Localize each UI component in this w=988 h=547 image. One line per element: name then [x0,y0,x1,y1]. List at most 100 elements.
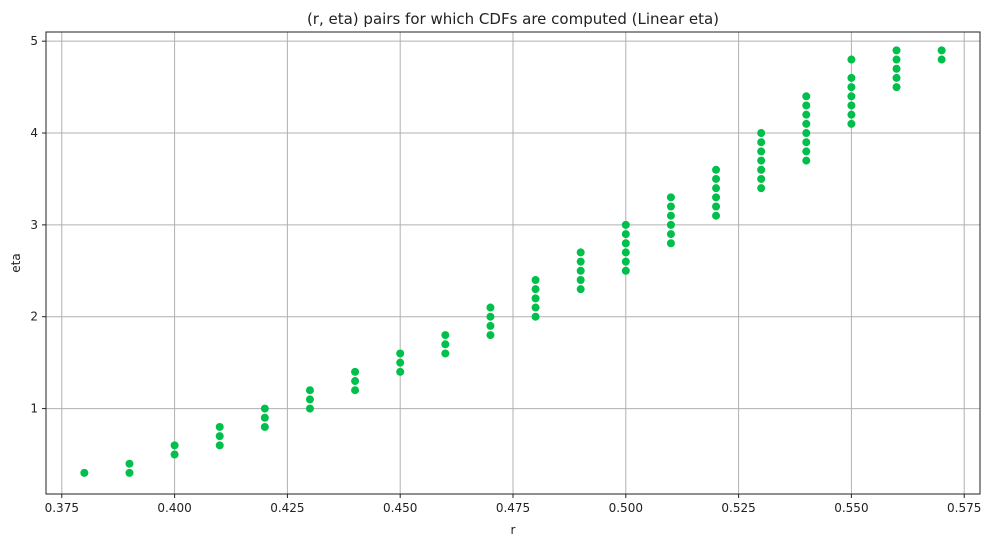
data-point [305,386,314,395]
x-tick-label: 0.400 [157,501,191,515]
data-point [396,358,405,367]
data-point [847,110,856,119]
data-point [892,73,901,82]
y-tick-label: 3 [30,218,38,232]
data-point [621,257,630,266]
data-point [125,459,134,468]
data-point [576,248,585,257]
data-point [757,156,766,165]
data-point [621,239,630,248]
y-tick-label: 5 [30,34,38,48]
data-point [260,404,269,413]
data-point [396,349,405,358]
data-point [576,285,585,294]
data-point [396,367,405,376]
data-point [531,294,540,303]
data-point [666,220,675,229]
data-point [125,468,134,477]
data-point [937,46,946,55]
data-point [712,211,721,220]
data-point [802,110,811,119]
data-point [937,55,946,64]
data-point [892,46,901,55]
data-point [757,129,766,138]
data-point [531,285,540,294]
data-point [576,266,585,275]
x-tick-label: 0.475 [496,501,530,515]
y-tick-label: 1 [30,402,38,416]
data-point [260,422,269,431]
data-point [305,404,314,413]
data-point [621,248,630,257]
data-point [712,165,721,174]
data-point [170,441,179,450]
data-point [531,312,540,321]
data-point [892,64,901,73]
x-tick-label: 0.450 [383,501,417,515]
data-point [621,220,630,229]
data-point [802,92,811,101]
data-point [80,468,89,477]
x-tick-label: 0.425 [270,501,304,515]
data-point [802,156,811,165]
data-point [712,193,721,202]
x-tick-label: 0.525 [721,501,755,515]
data-point [802,119,811,128]
data-point [847,55,856,64]
data-point [170,450,179,459]
grid-lines [46,32,980,494]
data-points [80,46,946,477]
x-axis: 0.375 0.400 0.425 0.450 0.475 0.500 0.525 0.550… [45,494,981,515]
x-tick-label: 0.375 [45,501,79,515]
data-point [757,165,766,174]
data-point [712,174,721,183]
data-point [847,83,856,92]
data-point [531,303,540,312]
data-point [351,367,360,376]
data-point [847,73,856,82]
data-point [757,174,766,183]
data-point [441,349,450,358]
data-point [802,101,811,110]
data-point [441,340,450,349]
y-tick-label: 2 [30,310,38,324]
data-point [712,184,721,193]
data-point [712,202,721,211]
data-point [892,83,901,92]
data-point [802,129,811,138]
data-point [666,239,675,248]
data-point [757,138,766,147]
data-point [351,377,360,386]
data-point [531,275,540,284]
data-point [802,138,811,147]
data-point [666,193,675,202]
data-point [576,275,585,284]
data-point [621,266,630,275]
x-tick-label: 0.575 [947,501,981,515]
data-point [847,101,856,110]
x-tick-label: 0.500 [609,501,643,515]
data-point [486,312,495,321]
data-point [351,386,360,395]
data-point [215,422,224,431]
data-point [892,55,901,64]
y-axis: 1 2 3 4 5 [30,34,46,416]
data-point [666,211,675,220]
data-point [847,92,856,101]
y-tick-label: 4 [30,126,38,140]
x-axis-label: r [511,523,516,537]
data-point [260,413,269,422]
data-point [666,230,675,239]
data-point [802,147,811,156]
data-point [486,321,495,330]
y-axis-label: eta [9,253,23,272]
data-point [666,202,675,211]
data-point [215,432,224,441]
data-point [847,119,856,128]
data-point [486,331,495,340]
chart-title: (r, eta) pairs for which CDFs are comput… [307,10,719,28]
data-point [621,230,630,239]
data-point [757,147,766,156]
data-point [305,395,314,404]
